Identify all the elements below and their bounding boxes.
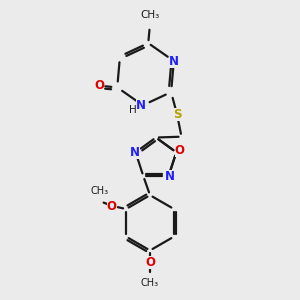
Text: N: N: [164, 170, 174, 183]
Text: CH₃: CH₃: [90, 186, 108, 196]
Text: CH₃: CH₃: [140, 10, 159, 20]
Text: N: N: [169, 55, 179, 68]
Text: S: S: [173, 108, 181, 121]
Text: O: O: [175, 144, 185, 157]
Text: O: O: [94, 80, 104, 92]
Text: CH₃: CH₃: [141, 278, 159, 288]
Text: N: N: [130, 146, 140, 159]
Text: H: H: [128, 105, 136, 115]
Text: N: N: [136, 99, 146, 112]
Text: O: O: [107, 200, 117, 212]
Text: O: O: [145, 256, 155, 269]
